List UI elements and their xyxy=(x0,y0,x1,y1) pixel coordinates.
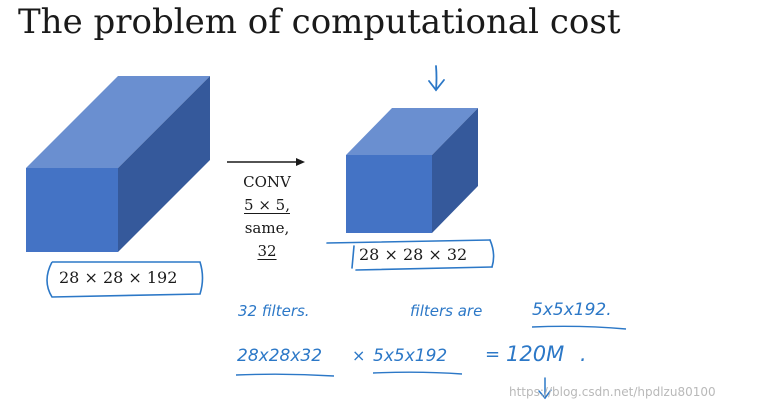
result-arrow-icon xyxy=(538,377,552,400)
conv-spec: CONV 5 × 5, same, 32 xyxy=(226,171,308,263)
conv-arrow xyxy=(227,158,305,166)
handwritten-filters-count: 32 filters. xyxy=(238,302,310,320)
handwritten-equals: = xyxy=(485,344,501,365)
watermark-url: https://blog.csdn.net/hpdlzu80100 xyxy=(509,385,716,399)
handwritten-product-right: 5x5x192 xyxy=(373,346,448,366)
handwritten-result: 120M xyxy=(506,342,565,366)
output-volume-cube xyxy=(346,108,478,233)
handwritten-times: × xyxy=(352,346,366,365)
input-label-enclosure xyxy=(46,261,204,298)
output-label-bracket xyxy=(326,239,495,271)
page-title: The problem of computational cost xyxy=(18,2,621,42)
conv-name: CONV xyxy=(243,173,291,191)
output-cube-front xyxy=(346,155,432,233)
output-cube-side xyxy=(432,108,478,233)
handwritten-filters-are: filters are xyxy=(410,302,483,320)
conv-padding: same, xyxy=(244,219,290,237)
pointer-arrow-icon xyxy=(428,65,445,92)
product-left-underline xyxy=(235,373,335,377)
input-cube-side xyxy=(118,76,210,252)
input-cube-front xyxy=(26,168,118,252)
output-cube-top xyxy=(346,108,478,155)
product-right-underline xyxy=(372,371,463,375)
input-volume-label: 28 × 28 × 192 xyxy=(59,268,178,287)
conv-filters: 32 xyxy=(257,242,277,260)
output-volume-label: 28 × 28 × 32 xyxy=(359,245,468,264)
handwritten-product-left: 28x28x32 xyxy=(237,346,323,366)
handwritten-filter-shape: 5x5x192. xyxy=(532,300,612,320)
filter-shape-underline xyxy=(531,325,627,330)
conv-kernel: 5 × 5, xyxy=(244,196,290,214)
input-cube-top xyxy=(26,76,210,168)
input-volume-cube xyxy=(26,76,210,252)
handwritten-result-period: . xyxy=(580,342,587,366)
